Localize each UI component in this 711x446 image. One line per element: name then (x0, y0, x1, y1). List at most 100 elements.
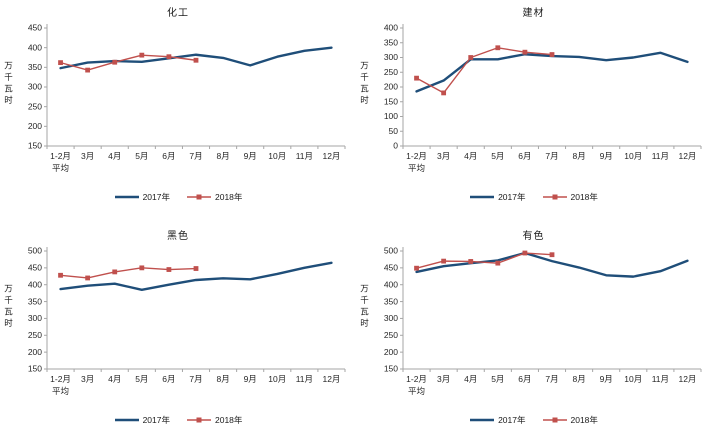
svg-text:9月: 9月 (244, 151, 257, 161)
svg-text:350: 350 (384, 37, 398, 47)
legend-line-marker-swatch-2018 (187, 417, 211, 423)
legend-line-marker-swatch-2018 (187, 194, 211, 200)
legend: 2017年 2018年 (0, 191, 356, 203)
chart-title: 有色 (522, 231, 545, 242)
svg-text:平均: 平均 (408, 386, 425, 396)
legend-label-2018: 2018年 (215, 192, 243, 202)
svg-text:11月: 11月 (296, 151, 313, 161)
svg-text:250: 250 (28, 101, 42, 111)
svg-text:500: 500 (28, 246, 42, 256)
svg-text:平均: 平均 (52, 163, 69, 173)
legend: 2017年 2018年 (356, 414, 711, 426)
svg-text:11月: 11月 (652, 151, 669, 161)
svg-text:8月: 8月 (216, 374, 229, 384)
svg-text:9月: 9月 (244, 374, 257, 384)
y-axis-title-text: 万千瓦时 (359, 61, 370, 107)
chart-panel-building-materials: 建材 万千瓦时 0 50 100 150 200 250 300 350 400 1-2月 平均 3月… (356, 0, 711, 223)
svg-text:8月: 8月 (572, 151, 585, 161)
svg-text:150: 150 (384, 364, 398, 374)
legend-line-marker-swatch-2018 (542, 417, 567, 423)
svg-text:400: 400 (384, 23, 398, 33)
svg-text:11月: 11月 (652, 374, 669, 384)
legend-item-2018: 2018年 (542, 191, 598, 203)
svg-text:0: 0 (393, 141, 398, 151)
legend-item-2018: 2018年 (542, 414, 598, 426)
svg-text:200: 200 (28, 347, 42, 357)
svg-text:5月: 5月 (135, 374, 148, 384)
chart-title: 建材 (522, 8, 545, 19)
svg-text:3月: 3月 (81, 374, 94, 384)
chart-panel-nonferrous: 有色 万千瓦时 150 200 250 300 350 400 450 500 1-2月 平均 3月… (356, 223, 711, 446)
svg-text:6月: 6月 (518, 374, 531, 384)
svg-text:12月: 12月 (678, 151, 696, 161)
svg-text:50: 50 (389, 126, 399, 136)
legend-label-2018: 2018年 (570, 415, 598, 425)
svg-text:3月: 3月 (437, 151, 450, 161)
svg-text:200: 200 (28, 121, 42, 131)
svg-text:350: 350 (28, 296, 42, 306)
chart-title: 黑色 (167, 231, 189, 242)
legend: 2017年 2018年 (0, 414, 356, 426)
svg-text:7月: 7月 (189, 374, 202, 384)
svg-text:11月: 11月 (296, 374, 313, 384)
svg-text:7月: 7月 (545, 374, 558, 384)
svg-text:6月: 6月 (518, 151, 531, 161)
legend-label-2017: 2017年 (142, 192, 170, 202)
svg-text:400: 400 (28, 279, 42, 289)
legend-item-2017: 2017年 (114, 414, 170, 426)
svg-text:平均: 平均 (408, 163, 425, 173)
svg-text:1-2月: 1-2月 (50, 151, 71, 161)
svg-text:10月: 10月 (268, 151, 286, 161)
svg-text:12月: 12月 (322, 151, 340, 161)
y-axis-title-text: 万千瓦时 (3, 284, 14, 330)
svg-text:8月: 8月 (216, 151, 229, 161)
svg-text:350: 350 (28, 62, 42, 72)
legend-line-swatch-2017 (114, 195, 139, 199)
svg-text:100: 100 (384, 111, 398, 121)
svg-text:200: 200 (384, 82, 398, 92)
svg-text:5月: 5月 (135, 151, 148, 161)
legend-item-2018: 2018年 (186, 414, 242, 426)
y-axis-title: 万千瓦时 (3, 251, 14, 363)
legend-label-2018: 2018年 (215, 415, 243, 425)
svg-text:300: 300 (28, 313, 42, 323)
svg-text:4月: 4月 (464, 374, 477, 384)
svg-text:250: 250 (28, 330, 42, 340)
legend-label-2017: 2017年 (498, 192, 526, 202)
svg-text:1-2月: 1-2月 (406, 151, 427, 161)
legend-item-2017: 2017年 (114, 191, 170, 203)
chart-title: 化工 (167, 8, 189, 19)
legend-label-2018: 2018年 (570, 192, 598, 202)
svg-text:9月: 9月 (600, 374, 613, 384)
y-axis-title: 万千瓦时 (359, 28, 370, 140)
svg-text:12月: 12月 (678, 374, 696, 384)
svg-text:450: 450 (28, 23, 42, 33)
svg-text:150: 150 (28, 141, 42, 151)
svg-text:8月: 8月 (572, 374, 585, 384)
legend-item-2017: 2017年 (469, 191, 526, 203)
svg-text:10月: 10月 (268, 374, 286, 384)
svg-text:1-2月: 1-2月 (50, 374, 71, 384)
svg-text:150: 150 (384, 96, 398, 106)
y-axis-title: 万千瓦时 (360, 251, 370, 363)
svg-text:450: 450 (384, 263, 398, 273)
svg-text:9月: 9月 (600, 151, 613, 161)
svg-text:400: 400 (28, 42, 42, 52)
legend-line-swatch-2017 (114, 418, 139, 422)
legend-label-2017: 2017年 (498, 415, 526, 425)
svg-text:400: 400 (384, 279, 398, 289)
svg-text:6月: 6月 (162, 151, 175, 161)
legend-line-swatch-2017 (470, 195, 495, 199)
svg-text:1-2月: 1-2月 (406, 374, 427, 384)
svg-text:4月: 4月 (108, 151, 121, 161)
svg-text:300: 300 (384, 313, 398, 323)
svg-text:10月: 10月 (624, 151, 642, 161)
svg-text:12月: 12月 (322, 374, 340, 384)
svg-text:3月: 3月 (81, 151, 94, 161)
y-axis-title-text: 万千瓦时 (3, 61, 14, 107)
legend-item-2018: 2018年 (186, 191, 242, 203)
